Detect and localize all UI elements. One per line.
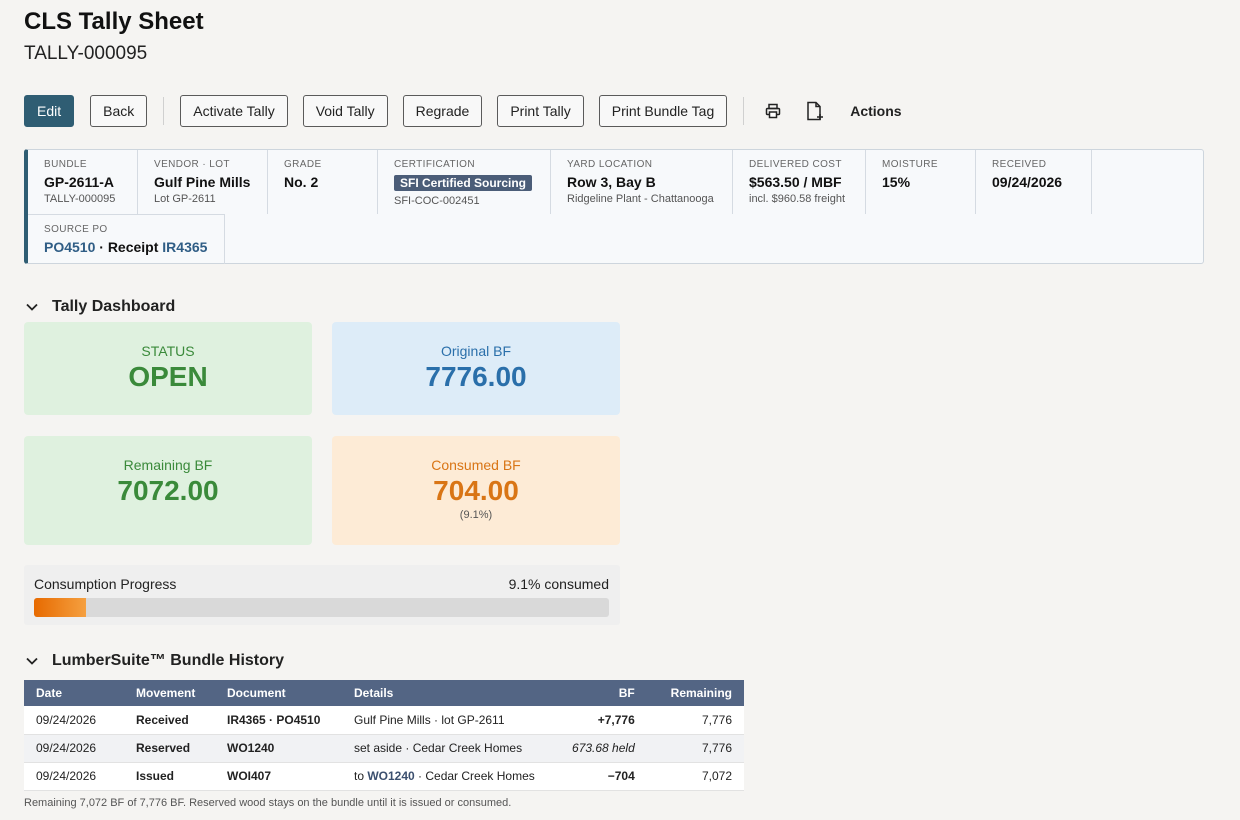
- source-po-link[interactable]: PO4510: [44, 239, 96, 255]
- printer-icon[interactable]: [760, 95, 786, 127]
- column-header: Date: [24, 680, 124, 706]
- moisture-field: MOISTURE 15%: [866, 150, 976, 214]
- certification-field: CERTIFICATION SFI Certified Sourcing SFI…: [378, 150, 551, 214]
- actions-menu[interactable]: Actions: [850, 103, 902, 119]
- print-bundle-tag-button[interactable]: Print Bundle Tag: [598, 95, 728, 127]
- document-link[interactable]: WO1240: [215, 734, 342, 763]
- movement-badge: Reserved: [124, 734, 215, 763]
- consumed-bf-tile: Consumed BF 704.00 (9.1%): [332, 436, 620, 545]
- void-tally-button[interactable]: Void Tally: [302, 95, 388, 127]
- history-footnote: Remaining 7,072 BF of 7,776 BF. Reserved…: [24, 797, 512, 809]
- column-header: Movement: [124, 680, 215, 706]
- toolbar-divider: [743, 97, 745, 125]
- toolbar-divider: [163, 97, 165, 125]
- document-link[interactable]: WOI407: [215, 762, 342, 791]
- bundle-history-table: Date Movement Document Details BF Remain…: [24, 680, 744, 791]
- chevron-down-icon: [26, 657, 46, 665]
- back-button[interactable]: Back: [90, 95, 148, 127]
- chevron-down-icon: [26, 303, 46, 311]
- table-header-row: Date Movement Document Details BF Remain…: [24, 680, 744, 706]
- activate-tally-button[interactable]: Activate Tally: [180, 95, 288, 127]
- table-row: 09/24/2026 Reserved WO1240 set aside · C…: [24, 734, 744, 763]
- column-header: BF: [546, 680, 647, 706]
- consumption-progress: Consumption Progress 9.1% consumed: [24, 565, 620, 625]
- column-header: Remaining: [646, 680, 744, 706]
- tally-dashboard-header[interactable]: Tally Dashboard: [26, 298, 175, 316]
- table-row: 09/24/2026 Received IR4365 · PO4510 Gulf…: [24, 706, 744, 735]
- movement-badge: Issued: [124, 762, 215, 791]
- column-header: Document: [215, 680, 342, 706]
- column-header: Details: [342, 680, 547, 706]
- status-value: OPEN: [128, 361, 208, 392]
- regrade-button[interactable]: Regrade: [402, 95, 483, 127]
- document-link[interactable]: IR4365 · PO4510: [215, 706, 342, 735]
- bundle-info-card: BUNDLE GP-2611-A TALLY-000095 VENDOR · L…: [24, 149, 1204, 264]
- receipt-link[interactable]: IR4365: [162, 239, 208, 255]
- print-tally-button[interactable]: Print Tally: [497, 95, 584, 127]
- bundle-field: BUNDLE GP-2611-A TALLY-000095: [28, 150, 138, 214]
- edit-button[interactable]: Edit: [24, 95, 75, 127]
- progress-percent-text: 9.1% consumed: [508, 576, 609, 592]
- consumed-bf-value: 704.00: [433, 475, 519, 506]
- consumed-percent: (9.1%): [459, 509, 493, 521]
- status-tile: STATUS OPEN: [24, 322, 312, 415]
- movement-badge: Received: [124, 706, 215, 735]
- page-subtitle: TALLY-000095: [24, 43, 148, 64]
- new-document-icon[interactable]: [802, 95, 828, 127]
- delivered-cost-field: DELIVERED COST $563.50 / MBF incl. $960.…: [733, 150, 866, 214]
- vendor-lot-field: VENDOR · LOT Gulf Pine Mills Lot GP-2611: [138, 150, 268, 214]
- progress-bar-fill: [34, 598, 87, 617]
- bundle-history-header[interactable]: LumberSuite™ Bundle History: [26, 652, 284, 670]
- original-bf-value: 7776.00: [425, 361, 527, 392]
- toolbar: Edit Back Activate Tally Void Tally Regr…: [24, 95, 902, 127]
- received-field: RECEIVED 09/24/2026: [976, 150, 1092, 214]
- yard-location-field: YARD LOCATION Row 3, Bay B Ridgeline Pla…: [551, 150, 733, 214]
- original-bf-tile: Original BF 7776.00: [332, 322, 620, 415]
- work-order-link[interactable]: WO1240: [367, 769, 415, 783]
- remaining-bf-tile: Remaining BF 7072.00: [24, 436, 312, 545]
- source-po-field: SOURCE PO PO4510 · Receipt IR4365: [28, 214, 225, 264]
- table-row: 09/24/2026 Issued WOI407 to WO1240 · Ced…: [24, 762, 744, 791]
- certification-badge: SFI Certified Sourcing: [394, 175, 533, 191]
- grade-field: GRADE No. 2: [268, 150, 378, 214]
- progress-bar: [34, 598, 609, 617]
- page-title: CLS Tally Sheet: [24, 8, 204, 35]
- remaining-bf-value: 7072.00: [117, 475, 219, 506]
